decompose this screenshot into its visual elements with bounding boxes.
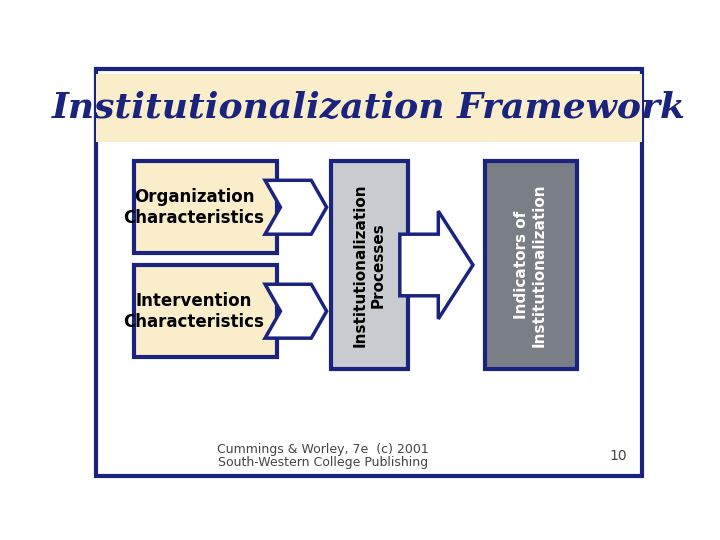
FancyBboxPatch shape bbox=[485, 161, 577, 369]
Polygon shape bbox=[265, 284, 327, 338]
Text: 10: 10 bbox=[609, 449, 627, 463]
Text: Intervention
Characteristics: Intervention Characteristics bbox=[124, 292, 264, 330]
Text: Indicators of
Institutionalization: Indicators of Institutionalization bbox=[515, 183, 547, 347]
Text: South-Western College Publishing: South-Western College Publishing bbox=[217, 456, 428, 469]
Text: Cummings & Worley, 7e  (c) 2001: Cummings & Worley, 7e (c) 2001 bbox=[217, 443, 428, 456]
Polygon shape bbox=[400, 211, 473, 319]
Text: Institutionalization
Processes: Institutionalization Processes bbox=[353, 183, 385, 347]
FancyBboxPatch shape bbox=[134, 265, 276, 357]
Text: Institutionalization Framework: Institutionalization Framework bbox=[52, 91, 686, 125]
FancyBboxPatch shape bbox=[330, 161, 408, 369]
FancyBboxPatch shape bbox=[96, 74, 642, 142]
FancyBboxPatch shape bbox=[96, 70, 642, 476]
Text: Organization
Characteristics: Organization Characteristics bbox=[124, 188, 264, 227]
FancyBboxPatch shape bbox=[134, 161, 276, 253]
Polygon shape bbox=[265, 180, 327, 234]
